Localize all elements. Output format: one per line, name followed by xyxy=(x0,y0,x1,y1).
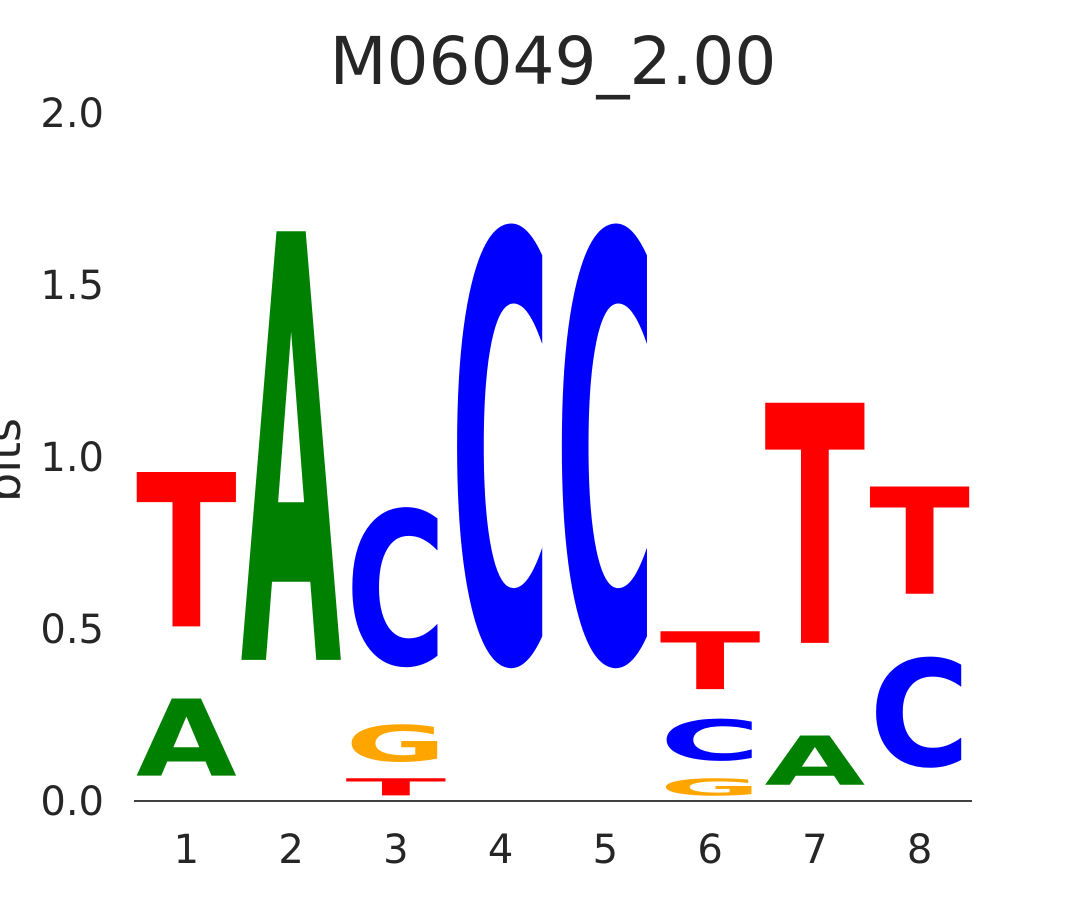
logo-letter-t: T xyxy=(346,774,447,801)
logo-letter-t: T xyxy=(660,615,761,707)
logo-letter-c: C xyxy=(660,708,761,773)
x-axis-ticks: 1 2 3 4 5 6 7 8 xyxy=(174,827,933,873)
logo-letter-t: T xyxy=(136,431,237,677)
y-tick-label: 2.0 xyxy=(40,91,104,137)
x-tick-label: 8 xyxy=(907,827,932,873)
logo-letter-g: G xyxy=(346,716,447,774)
logo-letter-c: C xyxy=(869,629,970,801)
x-tick-label: 3 xyxy=(383,827,408,873)
logo-letter-c: C xyxy=(555,115,656,799)
x-tick-label: 5 xyxy=(593,827,618,873)
y-tick-label: 0.0 xyxy=(40,779,104,825)
x-tick-label: 4 xyxy=(488,827,513,873)
x-tick-label: 1 xyxy=(174,827,199,873)
logo-letter-c: C xyxy=(450,115,551,799)
y-tick-label: 1.5 xyxy=(40,263,104,309)
x-tick-label: 2 xyxy=(278,827,303,873)
y-axis-ticks: 0.0 0.5 1.0 1.5 2.0 xyxy=(40,91,104,825)
logo-letter-a: A xyxy=(241,116,343,799)
logo-letter-c: C xyxy=(346,468,447,715)
logo-letter-t: T xyxy=(869,457,970,629)
x-tick-label: 7 xyxy=(802,827,827,873)
chart-title: M06049_2.00 xyxy=(330,23,777,100)
y-tick-label: 0.5 xyxy=(40,607,104,653)
logo-letter-t: T xyxy=(765,338,866,721)
logo-letter-g: G xyxy=(660,774,761,801)
x-tick-label: 6 xyxy=(697,827,722,873)
y-tick-label: 1.0 xyxy=(40,435,104,481)
y-axis-label: bits xyxy=(0,418,31,502)
logo-letter-a: A xyxy=(136,677,237,800)
logo-letter-a: A xyxy=(765,723,866,801)
